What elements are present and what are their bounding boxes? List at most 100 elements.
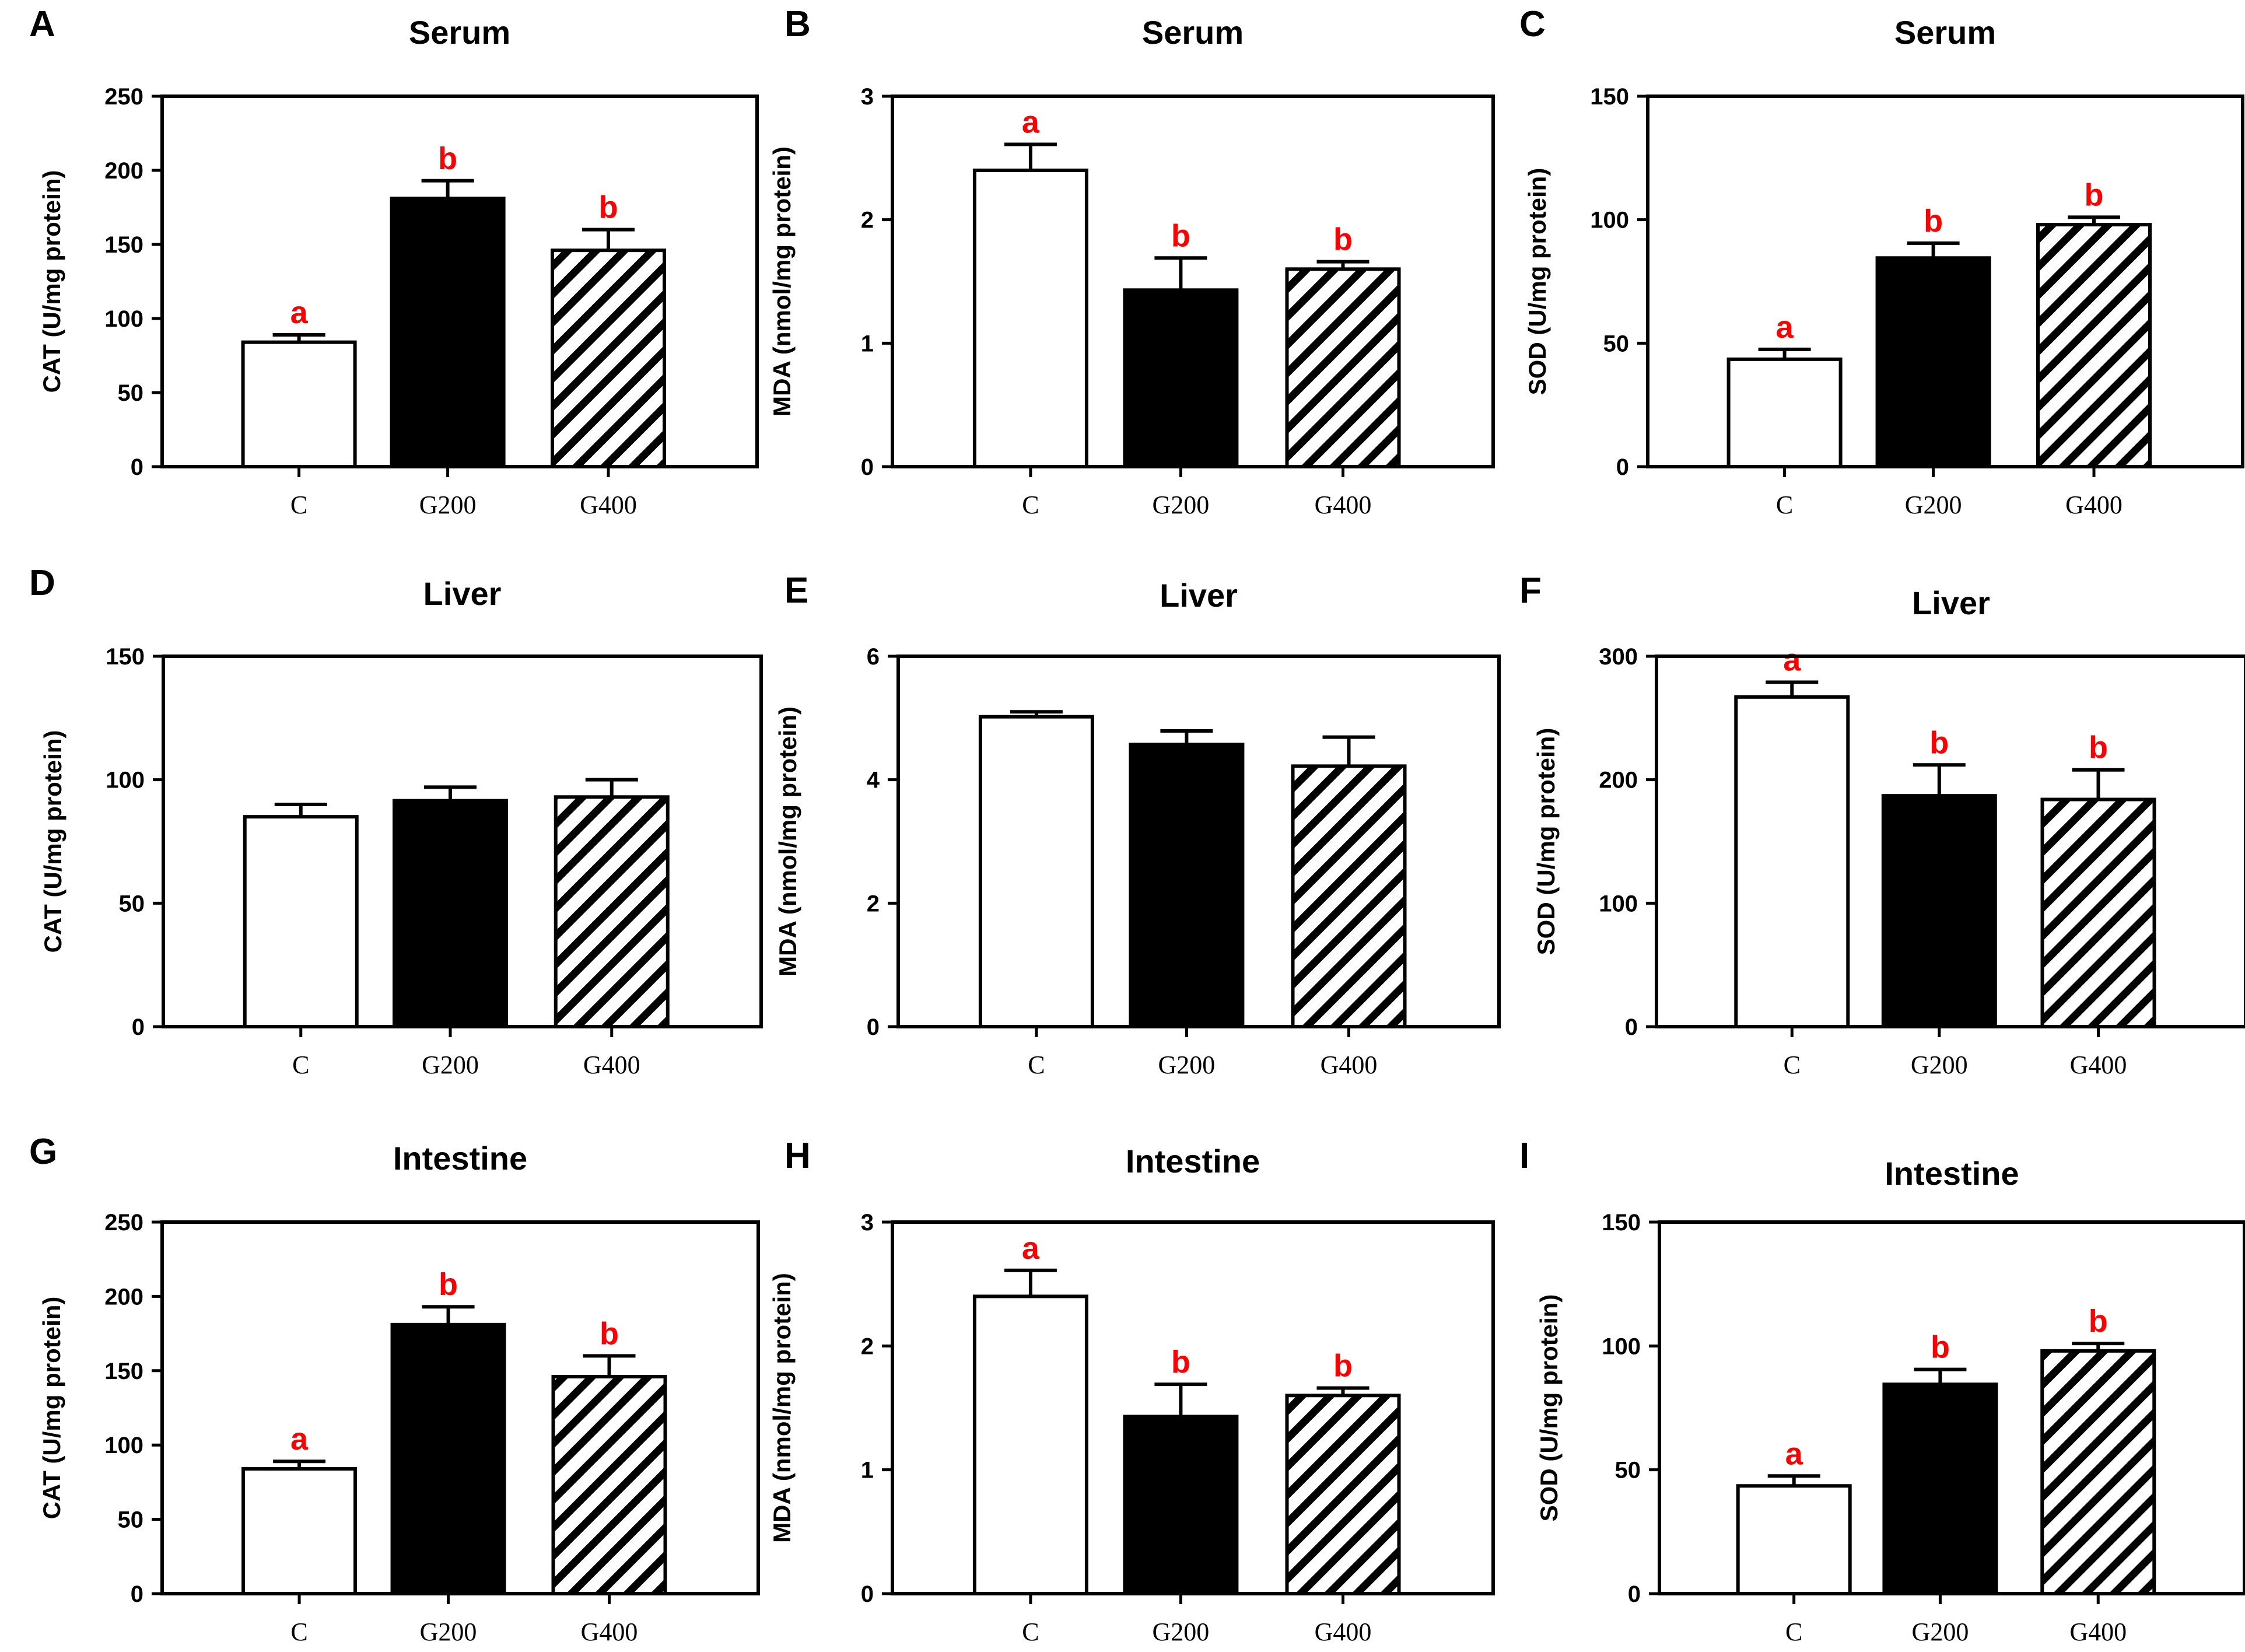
y-tick-label: 50 — [1603, 331, 1630, 356]
y-tick-label: 200 — [104, 1284, 143, 1310]
y-tick-label: 0 — [861, 454, 874, 480]
bar-g400 — [551, 1374, 667, 1595]
chart-title: Intestine — [393, 1140, 527, 1177]
y-tick-label: 100 — [1599, 891, 1638, 916]
bar-c — [978, 715, 1094, 1028]
y-tick-label: 2 — [861, 1334, 874, 1359]
chart-panel-a: A Serum a b b 0 50 100 150 200 250 C G200 G400 CAT (U/… — [29, 4, 759, 519]
chart-panel-e: E Liver 0 2 4 6 C G200 G400 MDA (nmol/mg protein) — [774, 570, 1501, 1079]
y-tick-label: 1 — [861, 1458, 874, 1483]
significance-label: a — [1785, 1436, 1803, 1471]
chart-title: Serum — [1142, 14, 1244, 51]
x-tick-label: C — [1022, 491, 1039, 519]
chart-title: Liver — [1912, 584, 1990, 621]
y-tick-label: 1 — [861, 331, 874, 356]
y-tick-label: 2 — [867, 891, 880, 916]
chart-panel-f: F Liver a b b 0 100 200 300 C G200 G400 SOD (U/mg pr… — [1519, 570, 2245, 1079]
x-tick-label: G200 — [1911, 1051, 1968, 1079]
significance-label: a — [1783, 642, 1801, 677]
significance-label: b — [2085, 177, 2104, 212]
y-tick-label: 150 — [1590, 84, 1629, 110]
y-tick-label: 3 — [861, 1210, 874, 1236]
y-tick-label: 0 — [131, 1581, 143, 1607]
plot-frame — [1655, 654, 2245, 1028]
plot-frame — [160, 94, 759, 468]
y-tick-label: 100 — [1590, 208, 1629, 233]
chart-title: Liver — [423, 575, 502, 612]
plot-frame — [160, 1220, 760, 1595]
panel-letter: D — [29, 563, 55, 603]
y-tick-label: 0 — [1625, 1014, 1638, 1040]
x-tick-label: G400 — [2069, 1618, 2127, 1646]
significance-label: b — [600, 1316, 619, 1351]
chart-panel-d: D Liver 0 50 100 150 C G200 G400 CAT (U/mg protei… — [29, 563, 763, 1079]
bar-g400 — [551, 249, 666, 468]
panel-letter: C — [1519, 4, 1546, 44]
chart-title: Serum — [1894, 14, 1996, 51]
y-axis-label: MDA (nmol/mg protein) — [774, 706, 801, 977]
x-tick-label: C — [292, 1051, 309, 1079]
bar-g400 — [554, 795, 670, 1029]
bar-c — [1726, 357, 1843, 468]
y-tick-label: 100 — [104, 1433, 143, 1458]
x-tick-label: G400 — [581, 1618, 638, 1646]
bar-g200 — [1123, 288, 1239, 468]
significance-label: b — [439, 1267, 458, 1302]
chart-title: Intestine — [1885, 1155, 2019, 1192]
significance-label: a — [1022, 105, 1040, 140]
y-tick-label: 0 — [867, 1014, 880, 1040]
x-tick-label: G400 — [2065, 491, 2123, 519]
x-tick-label: G400 — [580, 491, 637, 519]
bar-g200 — [393, 799, 508, 1029]
x-tick-label: C — [1776, 491, 1793, 519]
significance-label: b — [1171, 218, 1190, 253]
bar-c — [1734, 695, 1850, 1028]
x-tick-label: C — [290, 1618, 307, 1646]
bar-g200 — [1882, 1382, 1998, 1596]
bar-g400 — [1285, 1394, 1401, 1595]
significance-label: b — [2089, 1304, 2108, 1339]
significance-label: b — [1931, 1330, 1950, 1365]
y-tick-label: 0 — [861, 1581, 874, 1607]
plot-frame — [1658, 1220, 2245, 1595]
bar-g400 — [1291, 764, 1407, 1028]
x-tick-label: G400 — [1321, 1051, 1378, 1079]
y-tick-label: 200 — [104, 158, 143, 184]
significance-label: a — [290, 1422, 309, 1457]
x-tick-label: C — [1785, 1618, 1802, 1646]
bar-g200 — [390, 1322, 506, 1595]
significance-label: b — [1924, 204, 1943, 239]
plot-frame — [162, 654, 763, 1028]
y-tick-label: 150 — [106, 644, 145, 670]
bar-c — [1736, 1484, 1852, 1596]
x-tick-label: G200 — [1158, 1051, 1216, 1079]
bar-g400 — [2040, 1349, 2156, 1595]
x-tick-label: G400 — [2070, 1051, 2127, 1079]
significance-label: b — [599, 190, 618, 225]
panel-letter: I — [1519, 1136, 1529, 1176]
bar-c — [972, 1294, 1088, 1595]
y-axis-label: MDA (nmol/mg protein) — [768, 1273, 796, 1543]
x-tick-label: G200 — [422, 1051, 479, 1079]
significance-label: b — [438, 141, 457, 176]
bar-g400 — [2040, 797, 2156, 1028]
plot-frame — [1646, 94, 2244, 468]
x-tick-label: C — [1028, 1051, 1045, 1079]
x-tick-label: G400 — [583, 1051, 640, 1079]
y-tick-label: 200 — [1599, 768, 1638, 793]
x-tick-label: C — [1784, 1051, 1801, 1079]
x-tick-label: G200 — [1153, 491, 1210, 519]
panel-letter: H — [784, 1136, 811, 1176]
significance-label: b — [1171, 1345, 1190, 1380]
y-tick-label: 100 — [1602, 1334, 1641, 1359]
y-tick-label: 0 — [131, 454, 143, 480]
significance-label: a — [290, 295, 309, 330]
y-axis-label: SOD (U/mg protein) — [1535, 1294, 1563, 1522]
y-tick-label: 50 — [1615, 1458, 1641, 1483]
bar-g400 — [2036, 223, 2152, 468]
y-axis-label: SOD (U/mg protein) — [1532, 728, 1560, 956]
bar-c — [243, 815, 359, 1028]
panel-letter: E — [784, 570, 808, 611]
chart-title: Serum — [409, 14, 510, 51]
